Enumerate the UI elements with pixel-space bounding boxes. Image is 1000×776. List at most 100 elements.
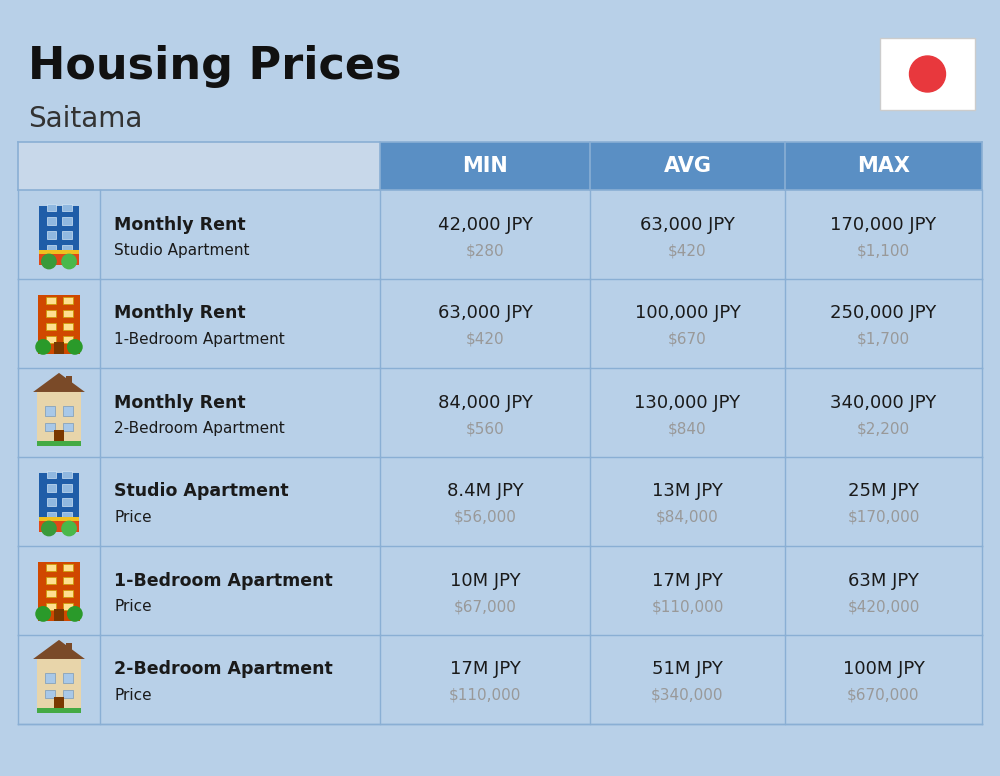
Text: $670: $670	[668, 332, 707, 347]
Text: 13M JPY: 13M JPY	[652, 483, 723, 501]
Text: 100,000 JPY: 100,000 JPY	[635, 304, 740, 323]
FancyBboxPatch shape	[47, 217, 56, 225]
Polygon shape	[33, 373, 85, 392]
Text: $67,000: $67,000	[454, 599, 516, 614]
FancyBboxPatch shape	[63, 423, 73, 431]
Text: 63,000 JPY: 63,000 JPY	[640, 216, 735, 234]
Text: Price: Price	[114, 688, 152, 703]
FancyBboxPatch shape	[18, 546, 982, 635]
FancyBboxPatch shape	[62, 511, 72, 519]
Text: 170,000 JPY: 170,000 JPY	[830, 216, 937, 234]
FancyBboxPatch shape	[54, 697, 64, 710]
Circle shape	[62, 255, 76, 268]
Text: 17M JPY: 17M JPY	[450, 660, 520, 678]
Text: $420: $420	[668, 243, 707, 258]
Text: 17M JPY: 17M JPY	[652, 571, 723, 590]
FancyBboxPatch shape	[39, 254, 79, 265]
FancyBboxPatch shape	[18, 279, 982, 368]
Circle shape	[36, 607, 50, 621]
Text: $560: $560	[466, 421, 504, 436]
FancyBboxPatch shape	[18, 457, 982, 546]
Circle shape	[42, 255, 56, 268]
Text: 8.4M JPY: 8.4M JPY	[447, 483, 523, 501]
Text: 130,000 JPY: 130,000 JPY	[634, 393, 741, 411]
FancyBboxPatch shape	[38, 295, 80, 354]
Text: 25M JPY: 25M JPY	[848, 483, 919, 501]
FancyBboxPatch shape	[45, 690, 55, 698]
FancyBboxPatch shape	[18, 142, 380, 190]
Text: $110,000: $110,000	[449, 688, 521, 703]
Text: 63M JPY: 63M JPY	[848, 571, 919, 590]
FancyBboxPatch shape	[46, 336, 56, 343]
FancyBboxPatch shape	[46, 577, 56, 584]
FancyBboxPatch shape	[63, 564, 73, 571]
FancyBboxPatch shape	[62, 498, 72, 506]
Text: MAX: MAX	[857, 156, 910, 176]
FancyBboxPatch shape	[47, 498, 56, 506]
FancyBboxPatch shape	[63, 577, 73, 584]
Circle shape	[62, 521, 76, 535]
FancyBboxPatch shape	[47, 484, 56, 492]
Text: Saitama: Saitama	[28, 105, 142, 133]
FancyBboxPatch shape	[39, 250, 79, 254]
Text: $340,000: $340,000	[651, 688, 724, 703]
FancyBboxPatch shape	[39, 521, 79, 532]
Circle shape	[42, 521, 56, 535]
Text: $420: $420	[466, 332, 504, 347]
FancyBboxPatch shape	[63, 336, 73, 343]
Text: $170,000: $170,000	[847, 510, 920, 525]
FancyBboxPatch shape	[47, 511, 56, 519]
Text: 340,000 JPY: 340,000 JPY	[830, 393, 937, 411]
FancyBboxPatch shape	[47, 470, 56, 479]
Text: 2-Bedroom Apartment: 2-Bedroom Apartment	[114, 421, 285, 436]
FancyBboxPatch shape	[62, 217, 72, 225]
FancyBboxPatch shape	[63, 673, 73, 683]
FancyBboxPatch shape	[54, 342, 64, 354]
FancyBboxPatch shape	[62, 484, 72, 492]
FancyBboxPatch shape	[46, 297, 56, 304]
FancyBboxPatch shape	[66, 376, 72, 386]
FancyBboxPatch shape	[18, 190, 982, 279]
Text: $110,000: $110,000	[651, 599, 724, 614]
FancyBboxPatch shape	[39, 206, 79, 265]
Text: $840: $840	[668, 421, 707, 436]
Circle shape	[68, 607, 82, 621]
FancyBboxPatch shape	[62, 203, 72, 212]
FancyBboxPatch shape	[37, 392, 81, 443]
FancyBboxPatch shape	[46, 564, 56, 571]
Text: $420,000: $420,000	[847, 599, 920, 614]
Text: Price: Price	[114, 510, 152, 525]
FancyBboxPatch shape	[66, 643, 72, 653]
Circle shape	[910, 56, 946, 92]
Text: 1-Bedroom Apartment: 1-Bedroom Apartment	[114, 571, 333, 590]
Text: 42,000 JPY: 42,000 JPY	[438, 216, 532, 234]
Text: MIN: MIN	[462, 156, 508, 176]
Text: 250,000 JPY: 250,000 JPY	[830, 304, 937, 323]
FancyBboxPatch shape	[63, 297, 73, 304]
FancyBboxPatch shape	[37, 441, 81, 446]
FancyBboxPatch shape	[47, 231, 56, 239]
Text: 10M JPY: 10M JPY	[450, 571, 520, 590]
FancyBboxPatch shape	[45, 423, 55, 431]
FancyBboxPatch shape	[45, 406, 55, 416]
FancyBboxPatch shape	[54, 609, 64, 621]
FancyBboxPatch shape	[46, 590, 56, 598]
Text: $2,200: $2,200	[857, 421, 910, 436]
FancyBboxPatch shape	[63, 690, 73, 698]
FancyBboxPatch shape	[62, 244, 72, 252]
FancyBboxPatch shape	[62, 470, 72, 479]
Text: 63,000 JPY: 63,000 JPY	[438, 304, 532, 323]
FancyBboxPatch shape	[38, 562, 80, 621]
Text: Monthly Rent: Monthly Rent	[114, 216, 246, 234]
FancyBboxPatch shape	[45, 673, 55, 683]
FancyBboxPatch shape	[785, 142, 982, 190]
FancyBboxPatch shape	[39, 517, 79, 521]
FancyBboxPatch shape	[63, 603, 73, 610]
Text: $84,000: $84,000	[656, 510, 719, 525]
Text: 1-Bedroom Apartment: 1-Bedroom Apartment	[114, 332, 285, 347]
FancyBboxPatch shape	[39, 473, 79, 532]
Text: 2-Bedroom Apartment: 2-Bedroom Apartment	[114, 660, 333, 678]
Text: $1,700: $1,700	[857, 332, 910, 347]
FancyBboxPatch shape	[18, 635, 982, 724]
FancyBboxPatch shape	[63, 590, 73, 598]
